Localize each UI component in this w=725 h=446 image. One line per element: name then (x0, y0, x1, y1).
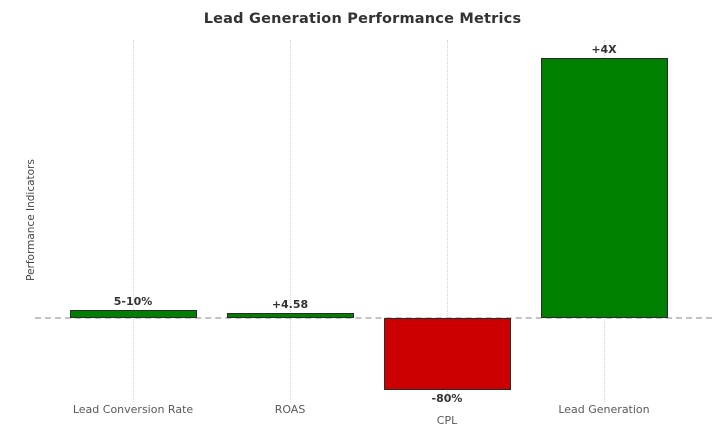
gridline (132, 40, 134, 402)
bar (383, 318, 511, 390)
chart-title: Lead Generation Performance Metrics (203, 11, 522, 27)
x-tick-label: Lead Conversion Rate (72, 403, 194, 416)
gridline (289, 40, 291, 402)
bar (540, 58, 668, 318)
bar (226, 313, 354, 318)
y-axis-label: Performance Indicators (25, 159, 37, 281)
bar (69, 310, 197, 318)
x-tick-label: CPL (436, 414, 458, 427)
zero-line (35, 317, 712, 319)
bar-value-label: +4.58 (271, 298, 309, 311)
x-tick-label: ROAS (274, 403, 306, 416)
bar-value-label: 5-10% (113, 295, 153, 308)
x-tick-label: Lead Generation (558, 403, 650, 416)
bar-value-label: +4X (591, 43, 617, 56)
gridline (446, 40, 448, 402)
bar-value-label: -80% (431, 392, 463, 405)
